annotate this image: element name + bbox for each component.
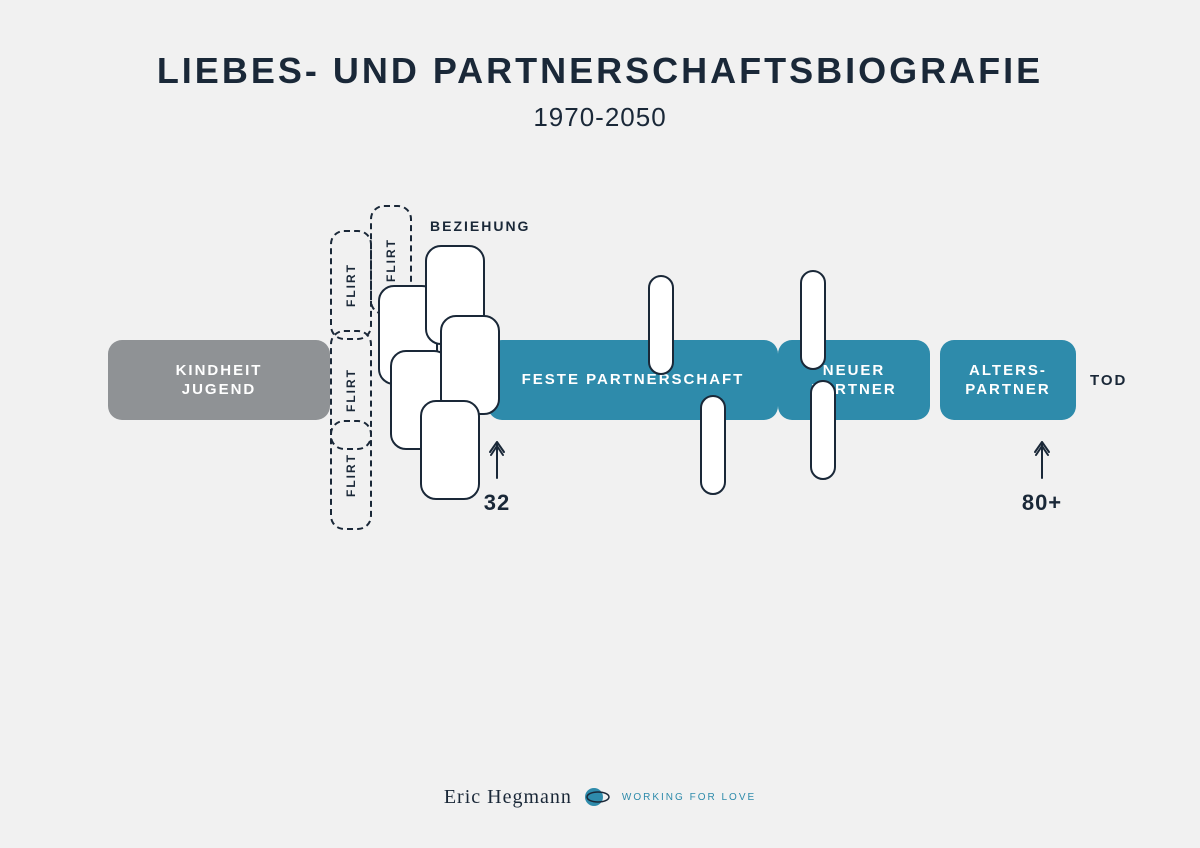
separator-pill (700, 395, 726, 495)
relationship-pill (420, 400, 480, 500)
timeline-diagram: FLIRT FLIRT FLIRT FLIRT KINDHEIT JUGEND … (0, 340, 1200, 440)
globe-icon (584, 784, 610, 810)
bar-label: FESTE PARTNERSCHAFT (522, 370, 745, 390)
flirt-label: FLIRT (344, 368, 358, 412)
brand-name: Eric Hegmann (444, 786, 572, 809)
subtitle: 1970-2050 (0, 102, 1200, 133)
flirt-box: FLIRT (330, 230, 372, 340)
arrow-up-icon (485, 440, 509, 480)
age-label: 32 (475, 490, 519, 516)
separator-pill (810, 380, 836, 480)
bar-kindheit: KINDHEIT JUGEND (108, 340, 330, 420)
flirt-label: FLIRT (344, 453, 358, 497)
flirt-label: FLIRT (384, 238, 398, 282)
end-label-text: TOD (1090, 372, 1127, 389)
bar-feste: FESTE PARTNERSCHAFT (488, 340, 778, 420)
separator-pill (648, 275, 674, 375)
age-label: 80+ (1012, 490, 1072, 516)
flirt-box: FLIRT (330, 420, 372, 530)
beziehung-label: BEZIEHUNG (430, 218, 530, 234)
bar-label: ALTERS- PARTNER (965, 361, 1050, 400)
end-label-tod: TOD (1090, 340, 1127, 420)
bar-label: KINDHEIT JUGEND (176, 361, 263, 400)
page-title: LIEBES- UND PARTNERSCHAFTSBIOGRAFIE (0, 0, 1200, 92)
footer: Eric Hegmann WORKING FOR LOVE (0, 784, 1200, 810)
brand-tag: WORKING FOR LOVE (622, 792, 756, 803)
flirt-label: FLIRT (344, 263, 358, 307)
separator-pill (800, 270, 826, 370)
bar-alters: ALTERS- PARTNER (940, 340, 1076, 420)
arrow-up-icon (1030, 440, 1054, 480)
